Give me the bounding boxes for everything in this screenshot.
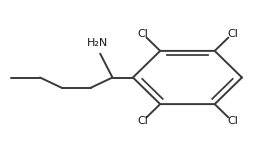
- Text: Cl: Cl: [227, 29, 238, 39]
- Text: Cl: Cl: [227, 116, 238, 126]
- Text: Cl: Cl: [137, 29, 148, 39]
- Text: Cl: Cl: [137, 116, 148, 126]
- Text: H₂N: H₂N: [87, 38, 108, 48]
